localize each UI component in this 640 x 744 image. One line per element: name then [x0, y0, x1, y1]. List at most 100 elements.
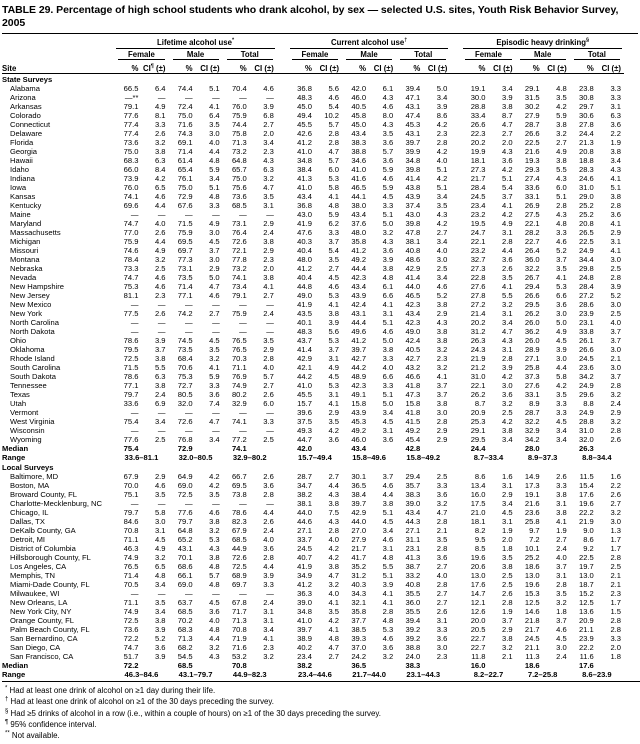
value-cell: 19.6 [470, 553, 486, 562]
value-cell: 3.3 [209, 201, 220, 210]
value-cell: 74.1 [123, 192, 139, 201]
value-cell: 28.3 [579, 165, 594, 174]
value-cell: 41.4 [405, 273, 421, 282]
value-cell: 2.6 [154, 228, 166, 237]
gap-cell [450, 634, 461, 643]
value-cell: 4.9 [328, 363, 340, 372]
value-cell: 73.6 [123, 138, 139, 147]
site-cell: Florida [10, 138, 34, 147]
value-cell: 4.1 [328, 399, 340, 408]
value-cell: 3.5 [436, 535, 448, 544]
value-cell: 41.3 [297, 174, 312, 183]
value-cell: 70.8 [123, 526, 139, 535]
value-cell: 6.2 [328, 219, 340, 228]
value-cell: 6.4 [154, 84, 166, 93]
gap-cell [277, 562, 288, 571]
value-cell: 38.9 [297, 634, 312, 643]
value-cell: 27.5 [524, 210, 540, 219]
value-cell: 4.1 [501, 282, 513, 291]
gap-cell [450, 318, 461, 327]
value-cell: 9.0 [583, 526, 594, 535]
value-cell: 36.0 [524, 255, 540, 264]
value-cell: 22.8 [470, 273, 486, 282]
value-cell: 4.6 [154, 192, 166, 201]
value-cell: 29.0 [579, 192, 594, 201]
site-cell: Kansas [10, 192, 36, 201]
value-cell: 70.3 [231, 354, 247, 363]
value-cell: — [157, 318, 166, 327]
value-cell: 22.2 [579, 508, 594, 517]
value-cell: 31.0 [579, 426, 594, 435]
value-cell: 24.9 [579, 408, 594, 417]
value-cell: 5.7 [328, 156, 340, 165]
value-cell: 4.2 [436, 147, 448, 156]
section-label: State Surveys [2, 74, 53, 84]
value-cell: 40.2 [297, 643, 312, 652]
value-cell: 2.7 [436, 598, 448, 607]
value-cell: 3.8 [436, 399, 448, 408]
table-row: New York City, NY 74.9 3.4 68.5 3.6 71.7 3.1 34… [2, 607, 624, 616]
value-cell: 5.0 [382, 399, 394, 408]
value-cell: 21.2 [470, 363, 486, 372]
table-row: Arizona —** — — — — — 48.3 4.6 46.0 4.3 47.1 3.4 30.0… [2, 93, 624, 102]
value-cell: 3.3 [382, 381, 394, 390]
value-cell: 24.5 [470, 192, 486, 201]
value-cell: 9.2 [583, 544, 594, 553]
value-cell: 4.3 [328, 517, 340, 526]
value-cell: 44.7 [297, 435, 312, 444]
value-cell: 33.7 [297, 535, 312, 544]
site-cell: Ohio [10, 336, 27, 345]
value-cell: 5.0 [209, 273, 220, 282]
value-cell: 4.1 [610, 246, 621, 255]
value-cell: 5.9 [382, 165, 394, 174]
value-cell: 4.4 [501, 246, 513, 255]
value-cell: 3.8 [501, 634, 513, 643]
value-cell: 2.0 [501, 138, 513, 147]
range-value: 8.2–22.7 [473, 670, 504, 679]
value-cell: 5.9 [209, 165, 220, 174]
empty-cell [543, 444, 570, 453]
value-cell: 36.8 [297, 201, 312, 210]
site-cell: Orange County, FL [10, 616, 75, 625]
site-cell: New Mexico [10, 300, 52, 309]
value-cell: 4.5 [556, 336, 567, 345]
value-cell: 2.9 [263, 345, 274, 354]
value-cell: 71.1 [123, 598, 139, 607]
value-cell: 79.1 [123, 102, 139, 111]
value-cell: 3.2 [436, 499, 448, 508]
site-cell: Baltimore, MD [10, 472, 59, 481]
value-cell: 49.4 [297, 111, 312, 120]
value-cell: 3.0 [154, 517, 166, 526]
empty-cell [488, 444, 515, 453]
gap-cell [277, 408, 288, 417]
table-row: Connecticut 77.4 3.3 71.6 3.5 74.4 2.7 45.5 5.7 4… [2, 120, 624, 129]
median-value: 26.3 [579, 444, 594, 453]
value-cell: 4.5 [209, 598, 220, 607]
percent-column-header: % [461, 60, 489, 74]
value-cell: — [212, 318, 220, 327]
value-cell: 47.4 [405, 111, 421, 120]
value-cell: 6.1 [382, 282, 394, 291]
subgroup-header: Total [223, 49, 277, 60]
gap-cell [277, 336, 288, 345]
value-cell: 3.4 [154, 417, 166, 426]
site-cell: North Dakota [10, 327, 55, 336]
ci-column-header: CI (±) [542, 60, 570, 74]
value-cell: 24.5 [524, 634, 540, 643]
value-cell: 6.6 [556, 291, 567, 300]
value-cell: 4.5 [382, 417, 394, 426]
gap-cell [450, 309, 461, 318]
value-cell: 26.0 [524, 318, 540, 327]
section-header-row: State Surveys [2, 74, 624, 85]
value-cell: 29.4 [405, 472, 421, 481]
value-cell: 2.9 [436, 309, 448, 318]
value-cell: 4.0 [382, 363, 394, 372]
empty-cell [543, 661, 570, 670]
value-cell: 36.5 [351, 481, 367, 490]
value-cell: 38.5 [351, 625, 367, 634]
value-cell: 3.8 [209, 553, 220, 562]
gap-cell [277, 490, 288, 499]
value-cell: 32.2 [524, 264, 540, 273]
site-cell: Nebraska [10, 264, 43, 273]
value-cell: 76.5 [231, 345, 247, 354]
